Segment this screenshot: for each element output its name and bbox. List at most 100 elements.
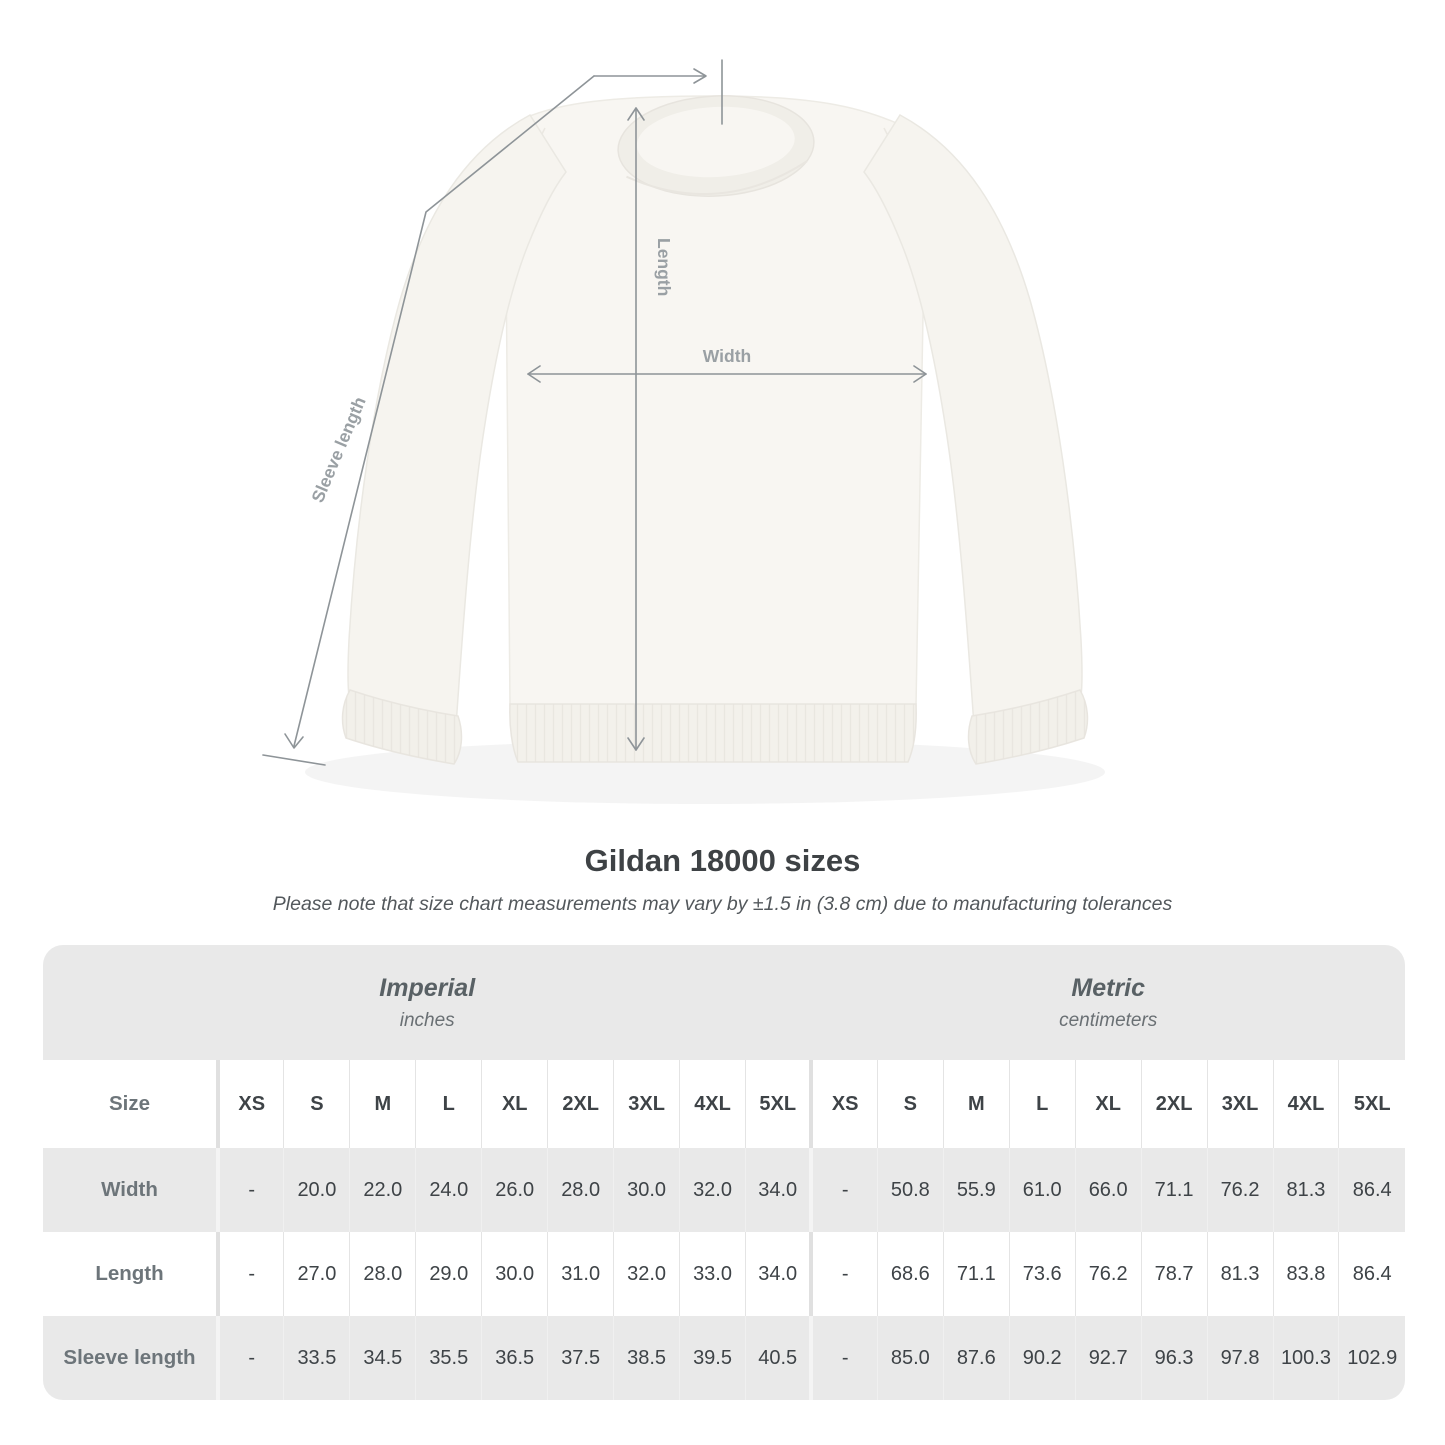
measurement-value: - (216, 1316, 284, 1400)
measurement-value: - (809, 1232, 878, 1316)
size-chart-table: Imperial inches Metric centimeters Size … (43, 945, 1405, 1400)
measurement-value: 38.5 (613, 1316, 680, 1400)
measurement-value: 31.0 (547, 1232, 614, 1316)
measurement-value: 20.0 (283, 1148, 350, 1232)
sweatshirt-sleeves (341, 114, 1089, 765)
measurement-value: 34.0 (745, 1148, 812, 1232)
size-header-label: Size (43, 1060, 218, 1148)
measurement-value: 29.0 (415, 1232, 482, 1316)
imperial-header: Imperial inches (43, 945, 812, 1060)
row-label: Sleeve length (43, 1316, 218, 1400)
imperial-title: Imperial (379, 973, 476, 1002)
measurement-value: 86.4 (1338, 1148, 1405, 1232)
measurement-value: 86.4 (1338, 1232, 1405, 1316)
sweatshirt-illustration: Width Length Sleeve length (262, 59, 1105, 804)
imperial-unit: inches (399, 1009, 455, 1031)
length-label: Length (654, 238, 674, 296)
measurement-value: 35.5 (415, 1316, 482, 1400)
measurement-value: - (216, 1148, 284, 1232)
size-col-header: 3XL (1206, 1060, 1273, 1148)
sleeve-length-label: Sleeve length (307, 394, 369, 506)
measurement-value: 73.6 (1008, 1232, 1076, 1316)
size-col-header: L (415, 1060, 482, 1148)
metric-header: Metric centimeters (811, 945, 1405, 1060)
measurement-value: 100.3 (1272, 1316, 1339, 1400)
measurement-value: 24.0 (415, 1148, 482, 1232)
metric-unit: centimeters (1059, 1009, 1158, 1031)
row-label: Length (43, 1232, 218, 1316)
measurement-value: 102.9 (1338, 1316, 1405, 1400)
measurement-value: 87.6 (942, 1316, 1010, 1400)
size-col-header: S (283, 1060, 350, 1148)
measurement-value: 26.0 (481, 1148, 548, 1232)
length-measure-arrow (627, 107, 645, 751)
table-row-length: Length - 27.0 28.0 29.0 30.0 31.0 32.0 3… (43, 1232, 1405, 1316)
measurement-value: 34.0 (745, 1232, 812, 1316)
measurement-value: 30.0 (613, 1148, 680, 1232)
measurement-value: 76.2 (1206, 1148, 1273, 1232)
measurement-value: 92.7 (1074, 1316, 1142, 1400)
table-row-sleeve-length: Sleeve length - 33.5 34.5 35.5 36.5 37.5… (43, 1316, 1405, 1400)
size-col-header: S (876, 1060, 944, 1148)
measurement-value: 27.0 (283, 1232, 350, 1316)
measurement-value: 30.0 (481, 1232, 548, 1316)
measurement-value: 39.5 (679, 1316, 746, 1400)
measurement-value: 28.0 (547, 1148, 614, 1232)
measurement-value: 78.7 (1140, 1232, 1208, 1316)
measurement-value: 55.9 (942, 1148, 1010, 1232)
measurement-value: 32.0 (613, 1232, 680, 1316)
measurement-value: 40.5 (745, 1316, 812, 1400)
measurement-value: 83.8 (1272, 1232, 1339, 1316)
measurement-value: 66.0 (1074, 1148, 1142, 1232)
size-col-header: XS (809, 1060, 878, 1148)
measurement-value: 50.8 (876, 1148, 944, 1232)
measurement-value: 61.0 (1008, 1148, 1076, 1232)
size-col-header: 5XL (1338, 1060, 1405, 1148)
width-measure-arrow (527, 365, 927, 383)
measurement-value: 81.3 (1272, 1148, 1339, 1232)
measurement-value: 22.0 (349, 1148, 416, 1232)
measurement-value: 85.0 (876, 1316, 944, 1400)
tolerance-note: Please note that size chart measurements… (272, 893, 1173, 915)
measurement-value: - (216, 1232, 284, 1316)
size-col-header: L (1008, 1060, 1076, 1148)
size-col-header: 4XL (1272, 1060, 1339, 1148)
measurement-value: 33.5 (283, 1316, 350, 1400)
size-col-header: 2XL (1140, 1060, 1208, 1148)
sweatshirt-collar (617, 95, 815, 197)
measurement-value: 36.5 (481, 1316, 548, 1400)
measurement-value: - (809, 1316, 878, 1400)
size-col-header: XL (481, 1060, 548, 1148)
width-label: Width (703, 346, 751, 366)
size-col-header: 4XL (679, 1060, 746, 1148)
size-col-header: 3XL (613, 1060, 680, 1148)
sweatshirt-body (500, 95, 929, 763)
page-title: Gildan 18000 sizes (584, 843, 861, 878)
measurement-value: 96.3 (1140, 1316, 1208, 1400)
size-col-header: 2XL (547, 1060, 614, 1148)
size-col-header: M (349, 1060, 416, 1148)
size-col-header: XL (1074, 1060, 1142, 1148)
measurement-value: 33.0 (679, 1232, 746, 1316)
metric-title: Metric (1071, 973, 1146, 1002)
measurement-value: 32.0 (679, 1148, 746, 1232)
measurement-value: 28.0 (349, 1232, 416, 1316)
size-col-header: M (942, 1060, 1010, 1148)
measurement-value: 37.5 (547, 1316, 614, 1400)
measurement-value: 71.1 (942, 1232, 1010, 1316)
measurement-value: - (809, 1148, 878, 1232)
measurement-value: 68.6 (876, 1232, 944, 1316)
table-row-width: Width - 20.0 22.0 24.0 26.0 28.0 30.0 32… (43, 1148, 1405, 1232)
measurement-value: 71.1 (1140, 1148, 1208, 1232)
measurement-value: 76.2 (1074, 1232, 1142, 1316)
size-col-header: 5XL (745, 1060, 812, 1148)
measurement-value: 81.3 (1206, 1232, 1273, 1316)
unit-band-row: Imperial inches Metric centimeters (43, 945, 1405, 1060)
measurement-value: 97.8 (1206, 1316, 1273, 1400)
size-col-header: XS (216, 1060, 284, 1148)
size-header-row: Size XS S M L XL 2XL 3XL 4XL 5XL XS S M … (43, 1060, 1405, 1148)
sleeve-length-measure-arrow (262, 59, 723, 766)
measurement-value: 34.5 (349, 1316, 416, 1400)
row-label: Width (43, 1148, 218, 1232)
